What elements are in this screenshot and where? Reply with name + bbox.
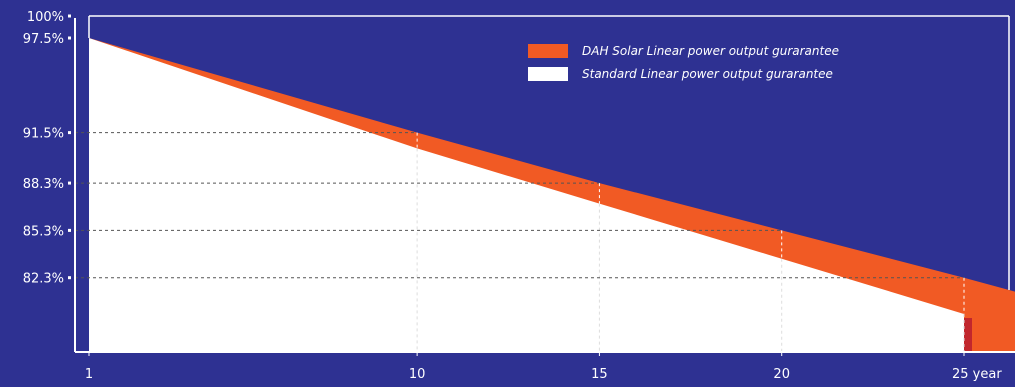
x-axis-ticks: 1 10 15 20 25 year bbox=[85, 352, 1002, 382]
x-tick-label: 10 bbox=[409, 367, 426, 382]
legend-swatch bbox=[528, 67, 568, 81]
y-tick-label: 97.5% bbox=[23, 32, 64, 47]
y-tick-label: 85.3% bbox=[23, 224, 64, 239]
y-axis-ticks: 100% 97.5% 91.5% 88.3% 85.3% 82.3% bbox=[23, 10, 71, 287]
y-tick-mark bbox=[68, 181, 71, 185]
legend-label: Standard Linear power output gurarantee bbox=[582, 67, 833, 81]
chart-areas bbox=[89, 38, 1015, 352]
y-tick-label: 91.5% bbox=[23, 127, 64, 142]
y-tick-mark bbox=[68, 228, 71, 232]
y-tick-mark bbox=[68, 14, 71, 18]
y-tick-mark bbox=[68, 36, 71, 40]
x-tick-label: 25 year bbox=[952, 367, 1002, 382]
legend-label: DAH Solar Linear power output gurarantee bbox=[582, 44, 839, 58]
y-tick-mark bbox=[68, 276, 71, 280]
y-tick-mark bbox=[68, 131, 71, 135]
legend-swatch bbox=[528, 44, 568, 58]
y-tick-label: 82.3% bbox=[23, 272, 64, 287]
x-tick-label: 1 bbox=[85, 367, 93, 382]
x-tick-label: 20 bbox=[773, 367, 790, 382]
chart-axes bbox=[74, 15, 1015, 353]
x-tick-label: 15 bbox=[591, 367, 608, 382]
standard-series-area bbox=[89, 38, 964, 352]
reference-gridlines bbox=[75, 132, 965, 352]
y-tick-label: 88.3% bbox=[23, 177, 64, 192]
y-tick-label: 100% bbox=[27, 10, 64, 25]
chart-legend: DAH Solar Linear power output gurarantee… bbox=[528, 44, 839, 81]
